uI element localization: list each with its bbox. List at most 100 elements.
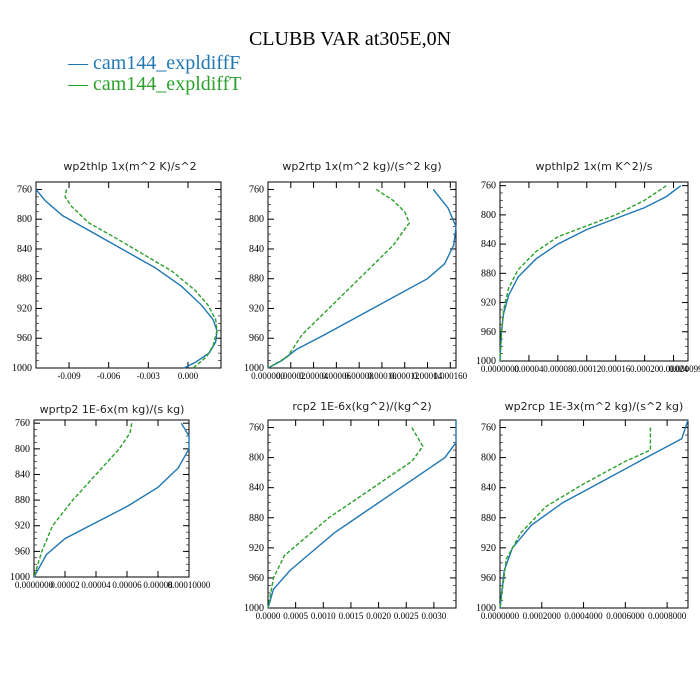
x-tick-label: -0.009 xyxy=(57,371,81,381)
x-tick-label: 0.0000999 xyxy=(669,364,700,374)
plot-frame xyxy=(267,419,457,609)
y-tick-label: 960 xyxy=(481,327,496,338)
y-tick-label: 1000 xyxy=(10,572,30,583)
panel-5: rcp2 1E-6x(kg^2)/(kg^2) 760 800 840 880 920 96… xyxy=(244,400,457,621)
x-tick-label: -0.003 xyxy=(137,371,161,381)
x-tick-label: 0.0008000 xyxy=(648,611,687,621)
x-tick-label: 0.0000000 xyxy=(15,580,54,590)
y-tick-label: 760 xyxy=(15,418,30,429)
panel-1: wp2thlp 1x(m^2 K)/s^2 760 800 840 880 920 960 1… xyxy=(12,160,222,381)
plot-frame xyxy=(499,419,689,609)
y-tick-label: 880 xyxy=(249,513,264,524)
y-tick-label: 800 xyxy=(17,214,32,225)
y-tick-label: 760 xyxy=(481,181,496,192)
y-tick-label: 1000 xyxy=(244,363,264,374)
series-line-expldiffT xyxy=(64,189,218,369)
y-tick-label: 800 xyxy=(249,453,264,464)
x-tick-label: 0.00004 xyxy=(81,580,111,590)
series-line-expldiffF xyxy=(35,188,218,369)
y-tick-label: 840 xyxy=(481,239,496,250)
y-tick-label: 840 xyxy=(249,483,264,494)
x-tick-label: 0.000 xyxy=(178,371,199,381)
x-tick-label: 0.0010 xyxy=(311,611,336,621)
y-tick-label: 920 xyxy=(249,303,264,314)
x-tick-label: 0.0005 xyxy=(283,611,308,621)
y-tick-label: 880 xyxy=(15,495,30,506)
x-tick-label: 0.00024 xyxy=(659,364,689,374)
panel-3: wpthlp2 1x(m K^2)/s 760 800 840 880 920 960 100… xyxy=(476,160,700,374)
x-tick-label: 0.00016 xyxy=(601,364,631,374)
y-tick-label: 800 xyxy=(481,210,496,221)
series-line-expldiffT xyxy=(499,185,667,362)
y-tick-label: 920 xyxy=(481,298,496,309)
y-tick-label: 920 xyxy=(249,543,264,554)
x-tick-label: 0.00008 xyxy=(345,371,375,381)
x-tick-label: 0.000000 xyxy=(251,371,285,381)
x-tick-label: 0.0000000 xyxy=(481,611,520,621)
panel-4: wprtp2 1E-6x(m kg)/(s kg) 760 800 840 880 920… xyxy=(10,403,211,590)
series-line-expldiffF xyxy=(499,419,689,609)
x-tick-label: 0.00008 xyxy=(543,364,573,374)
x-tick-label: 0.0000 xyxy=(256,611,281,621)
series-line-expldiffF xyxy=(267,188,457,369)
x-tick-label: 0.0025 xyxy=(394,611,419,621)
plot-frame xyxy=(35,181,222,369)
x-tick-label: 0.00006 xyxy=(322,371,352,381)
y-tick-label: 960 xyxy=(481,573,496,584)
panel-title: wpthlp2 1x(m K^2)/s xyxy=(536,160,653,173)
y-tick-label: 880 xyxy=(481,268,496,279)
y-tick-label: 840 xyxy=(481,483,496,494)
legend-entry-expldiffF: — cam144_expldiffF xyxy=(68,52,241,74)
y-tick-label: 1000 xyxy=(476,356,496,367)
y-tick-label: 880 xyxy=(17,274,32,285)
x-tick-label: 0.0002000 xyxy=(523,611,562,621)
x-tick-label: 0.0030 xyxy=(422,611,447,621)
x-tick-label: 0.00004 xyxy=(299,371,329,381)
y-tick-label: 920 xyxy=(15,521,30,532)
y-tick-label: 960 xyxy=(249,573,264,584)
plot-frame xyxy=(33,419,190,578)
series-line-expldiffT xyxy=(267,188,411,369)
panel-title: wp2thlp 1x(m^2 K)/s^2 xyxy=(63,160,196,173)
panel-title: wp2rtp 1x(m^2 kg)/(s^2 kg) xyxy=(282,160,441,173)
x-tick-label: 0.00012 xyxy=(572,364,601,374)
x-tick-label: 0.00010000 xyxy=(168,580,211,590)
x-tick-label: 0.000160 xyxy=(433,371,467,381)
series-line-expldiffF xyxy=(33,422,190,578)
x-tick-label: 0.00002 xyxy=(276,371,305,381)
series-line-expldiffT xyxy=(267,427,424,609)
y-tick-label: 1000 xyxy=(244,603,264,614)
x-tick-label: 0.0015 xyxy=(339,611,364,621)
x-tick-label: 0.00020 xyxy=(630,364,660,374)
y-tick-label: 960 xyxy=(249,333,264,344)
y-tick-label: 760 xyxy=(249,184,264,195)
series-line-expldiffF xyxy=(267,420,457,609)
panel-title: wp2rcp 1E-3x(m^2 kg)/(s^2 kg) xyxy=(505,400,684,413)
x-tick-label: 0.0004000 xyxy=(564,611,603,621)
x-tick-label: 0.0006000 xyxy=(606,611,645,621)
panel-title: wprtp2 1E-6x(m kg)/(s kg) xyxy=(40,403,185,416)
y-tick-label: 920 xyxy=(17,303,32,314)
panel-6: wp2rcp 1E-3x(m^2 kg)/(s^2 kg) 760 800 840 88… xyxy=(476,400,689,621)
y-tick-label: 840 xyxy=(17,244,32,255)
y-tick-label: 880 xyxy=(249,274,264,285)
x-tick-label: 0.0000000 xyxy=(481,364,520,374)
y-tick-label: 800 xyxy=(15,444,30,455)
panel-2: wp2rtp 1x(m^2 kg)/(s^2 kg) 760 800 840 880 92… xyxy=(244,160,468,381)
series-line-expldiffT xyxy=(33,423,133,578)
y-tick-label: 840 xyxy=(249,244,264,255)
chart-main-title: CLUBB VAR at305E,0N xyxy=(248,28,452,50)
y-tick-label: 960 xyxy=(17,333,32,344)
y-tick-label: 760 xyxy=(17,184,32,195)
y-tick-label: 1000 xyxy=(12,363,32,374)
y-tick-label: 800 xyxy=(249,214,264,225)
y-tick-label: 880 xyxy=(481,513,496,524)
x-tick-label: 0.0020 xyxy=(366,611,391,621)
y-tick-label: 960 xyxy=(15,546,30,557)
plot-frame xyxy=(499,181,689,362)
plot-frame xyxy=(267,181,457,369)
x-tick-label: 0.00002 xyxy=(50,580,79,590)
series-line-expldiffF xyxy=(499,185,682,362)
series-line-expldiffT xyxy=(499,427,652,609)
